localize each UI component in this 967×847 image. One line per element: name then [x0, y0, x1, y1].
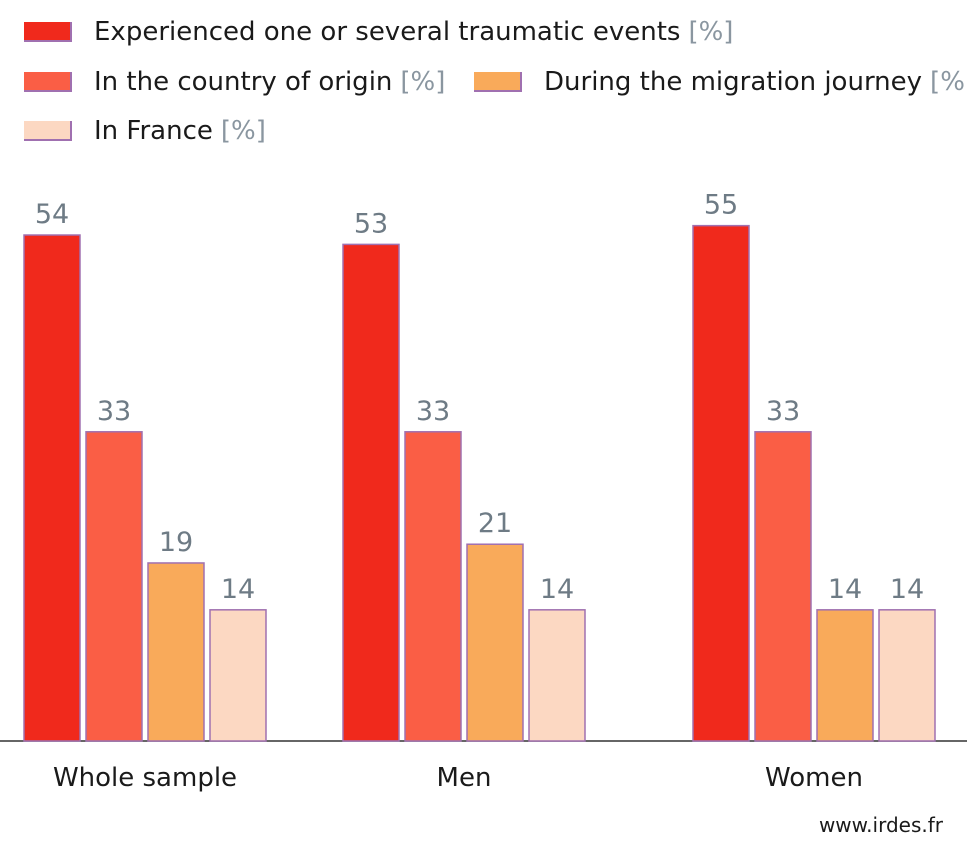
bar-value-label: 14	[221, 574, 255, 605]
bar-value-label: 14	[540, 574, 574, 605]
bar-value-label: 54	[35, 199, 69, 230]
category-label: Women	[765, 763, 863, 793]
bar	[528, 609, 586, 742]
legend-item-traumatic-events: Experienced one or several traumatic eve…	[24, 17, 733, 47]
bar	[466, 543, 524, 742]
category-label: Men	[437, 763, 492, 793]
legend-item-country-of-origin: In the country of origin [%]	[24, 67, 445, 97]
legend-swatch	[24, 121, 72, 141]
legend-unit: [%]	[930, 67, 967, 97]
bar-value-label: 33	[416, 396, 450, 427]
legend-unit: [%]	[400, 67, 446, 97]
bar	[816, 609, 874, 742]
bar	[754, 431, 812, 742]
legend-label: Experienced one or several traumatic eve…	[94, 17, 681, 47]
legend-swatch	[474, 72, 522, 92]
legend-label: In the country of origin	[94, 67, 393, 97]
bar-value-label: 33	[97, 396, 131, 427]
legend-label: During the migration journey	[544, 67, 923, 97]
legend-label: In France	[94, 116, 213, 146]
legend-swatch	[24, 22, 72, 42]
bar-value-label: 14	[890, 574, 924, 605]
bar-value-label: 55	[704, 190, 738, 221]
bar	[147, 562, 205, 742]
source-credit: www.irdes.fr	[818, 813, 943, 837]
bar-value-label: 14	[828, 574, 862, 605]
legend-item-migration-journey: During the migration journey [%]	[474, 67, 967, 97]
bar	[404, 431, 462, 742]
bar-value-label: 21	[478, 508, 512, 539]
bar	[342, 243, 400, 742]
bar	[878, 609, 936, 742]
bar-value-label: 19	[159, 527, 193, 558]
legend: Experienced one or several traumatic eve…	[0, 0, 967, 160]
legend-swatch	[24, 72, 72, 92]
legend-unit: [%]	[220, 116, 266, 146]
category-label: Whole sample	[53, 763, 237, 793]
bar-value-label: 33	[766, 396, 800, 427]
legend-item-in-france: In France [%]	[24, 116, 266, 146]
bar	[23, 234, 81, 742]
bar	[85, 431, 143, 742]
bar-value-label: 53	[354, 208, 388, 239]
bar	[692, 224, 750, 742]
bar	[209, 609, 267, 742]
legend-unit: [%]	[688, 17, 734, 47]
